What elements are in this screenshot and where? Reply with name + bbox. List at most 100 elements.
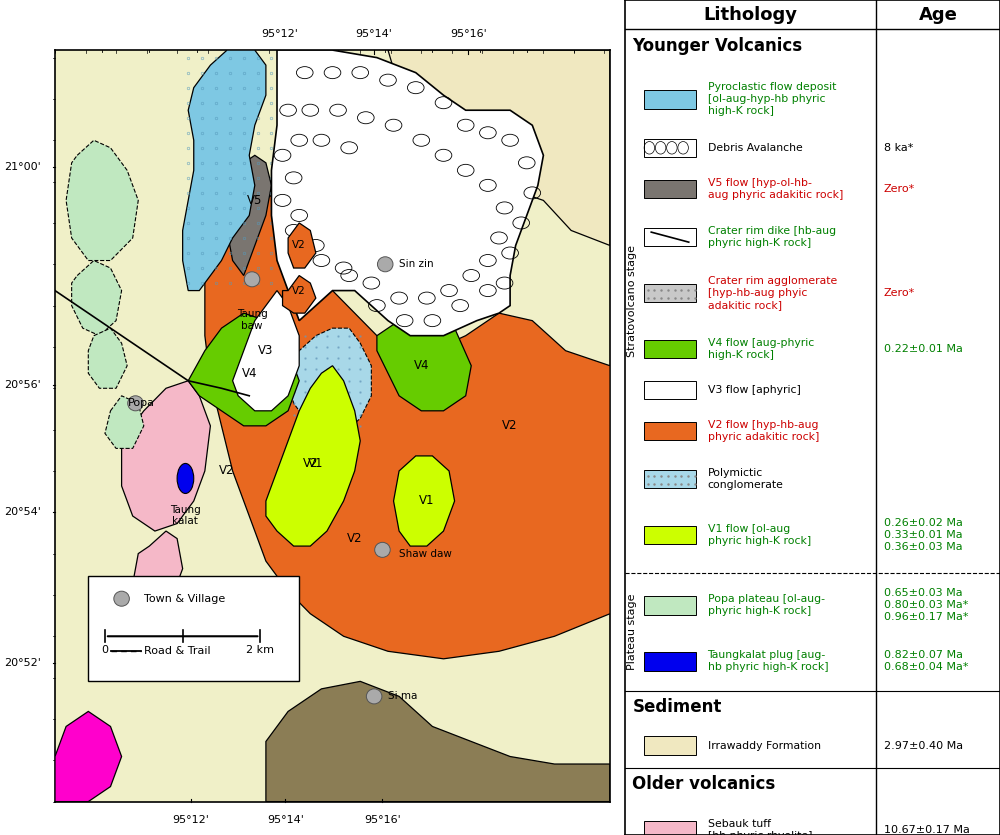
Text: 20°54': 20°54'	[4, 508, 41, 517]
Bar	[644, 180, 696, 198]
Text: Se bauk: Se bauk	[88, 605, 130, 615]
Text: Taung
kalat: Taung kalat	[170, 504, 201, 526]
Ellipse shape	[128, 396, 143, 411]
Polygon shape	[122, 381, 210, 531]
Ellipse shape	[366, 689, 382, 704]
Text: Age: Age	[919, 6, 958, 24]
Text: Debris Avalanche: Debris Avalanche	[708, 143, 802, 153]
Text: 95°12': 95°12'	[173, 815, 209, 825]
Text: 95°16': 95°16'	[450, 29, 487, 38]
Text: Si ma: Si ma	[388, 691, 417, 701]
Polygon shape	[233, 291, 299, 411]
Text: Stratovolcano stage: Stratovolcano stage	[627, 245, 637, 357]
Text: V4 flow [aug-phyric
high-K rock]: V4 flow [aug-phyric high-K rock]	[708, 338, 814, 360]
Bar	[644, 526, 696, 544]
Text: Town & Village: Town & Village	[144, 594, 225, 604]
Bar	[644, 470, 696, 488]
Polygon shape	[288, 223, 316, 268]
Bar	[644, 284, 696, 302]
Text: Sebauk tuff
[hb phyric rhyolite]: Sebauk tuff [hb phyric rhyolite]	[708, 819, 812, 835]
Text: V2 flow [hyp-hb-aug
phyric adakitic rock]: V2 flow [hyp-hb-aug phyric adakitic rock…	[708, 420, 819, 442]
Text: V5 flow [hyp-ol-hb-
aug phyric adakitic rock]: V5 flow [hyp-ol-hb- aug phyric adakitic …	[708, 178, 843, 200]
Text: V2: V2	[219, 464, 235, 478]
Text: V2: V2	[347, 532, 362, 545]
Text: 20°56': 20°56'	[4, 380, 41, 389]
Text: 2.97±0.40 Ma: 2.97±0.40 Ma	[884, 741, 963, 751]
Text: Crater rim agglomerate
[hyp-hb-aug phyic
adakitic rock]: Crater rim agglomerate [hyp-hb-aug phyic…	[708, 276, 837, 310]
Bar	[644, 340, 696, 358]
Polygon shape	[288, 328, 371, 433]
Text: 20°52': 20°52'	[4, 658, 41, 667]
Text: Older volcanics: Older volcanics	[633, 775, 776, 793]
Ellipse shape	[244, 272, 260, 287]
Text: Taung
baw: Taung baw	[237, 309, 267, 331]
Bar	[644, 90, 696, 109]
Text: 95°16': 95°16'	[364, 815, 401, 825]
Ellipse shape	[177, 463, 194, 493]
Text: Popa plateau [ol-aug-
phyric high-K rock]: Popa plateau [ol-aug- phyric high-K rock…	[708, 595, 824, 616]
Text: 0.65±0.03 Ma
0.80±0.03 Ma*
0.96±0.17 Ma*: 0.65±0.03 Ma 0.80±0.03 Ma* 0.96±0.17 Ma*	[884, 589, 968, 622]
Ellipse shape	[375, 543, 390, 558]
Polygon shape	[72, 261, 122, 336]
Text: Crater rim dike [hb-aug
phyric high-K rock]: Crater rim dike [hb-aug phyric high-K ro…	[708, 226, 836, 248]
Polygon shape	[188, 313, 299, 426]
Text: Polymictic
conglomerate: Polymictic conglomerate	[708, 468, 783, 490]
Polygon shape	[266, 366, 360, 546]
Bar	[644, 736, 696, 755]
Text: 0: 0	[101, 645, 108, 655]
Bar	[644, 652, 696, 671]
Ellipse shape	[89, 595, 104, 610]
Bar	[644, 139, 696, 157]
Text: V4: V4	[414, 359, 429, 372]
Text: V3: V3	[258, 344, 274, 357]
Polygon shape	[227, 155, 271, 276]
Text: Road & Trail: Road & Trail	[144, 646, 210, 656]
Text: Shaw daw: Shaw daw	[399, 549, 452, 559]
Text: 8 ka*: 8 ka*	[884, 143, 913, 153]
Polygon shape	[266, 681, 610, 802]
Text: 0.22±0.01 Ma: 0.22±0.01 Ma	[884, 344, 963, 354]
Text: 95°14': 95°14'	[267, 815, 304, 825]
Text: Pyroclastic flow deposit
[ol-aug-hyp-hb phyric
high-K rock]: Pyroclastic flow deposit [ol-aug-hyp-hb …	[708, 83, 836, 116]
Polygon shape	[283, 276, 316, 313]
Text: Popa: Popa	[128, 398, 155, 408]
Text: 95°14': 95°14'	[356, 29, 393, 38]
Bar	[644, 821, 696, 835]
Bar	[644, 381, 696, 399]
Text: 21°00': 21°00'	[4, 162, 41, 171]
Text: 2 km: 2 km	[246, 645, 274, 655]
Text: 0.82±0.07 Ma
0.68±0.04 Ma*: 0.82±0.07 Ma 0.68±0.04 Ma*	[884, 650, 968, 672]
Text: Plateau stage: Plateau stage	[627, 594, 637, 671]
Text: V2: V2	[292, 286, 306, 296]
Text: Zero*: Zero*	[884, 184, 915, 194]
Text: V1: V1	[419, 494, 435, 508]
Bar	[88, 576, 299, 681]
Bar	[644, 228, 696, 246]
Text: Sin zin: Sin zin	[399, 260, 434, 269]
Text: 95°12': 95°12'	[261, 29, 298, 38]
Text: Sediment: Sediment	[633, 698, 722, 716]
Polygon shape	[55, 711, 122, 802]
Text: V3 flow [aphyric]: V3 flow [aphyric]	[708, 385, 800, 395]
Text: Zero*: Zero*	[884, 288, 915, 298]
Polygon shape	[388, 50, 610, 245]
Text: Taungkalat plug [aug-
hb phyric high-K rock]: Taungkalat plug [aug- hb phyric high-K r…	[708, 650, 828, 672]
Text: V2: V2	[502, 419, 518, 433]
Ellipse shape	[377, 256, 393, 271]
Text: V1: V1	[308, 457, 324, 470]
Text: V4: V4	[242, 367, 257, 380]
Text: V1 flow [ol-aug
phyric high-K rock]: V1 flow [ol-aug phyric high-K rock]	[708, 524, 811, 546]
Ellipse shape	[114, 591, 129, 606]
Polygon shape	[205, 185, 610, 659]
Text: Irrawaddy Formation: Irrawaddy Formation	[708, 741, 820, 751]
Text: V5: V5	[247, 194, 262, 207]
Polygon shape	[377, 313, 471, 411]
Polygon shape	[66, 140, 138, 261]
Polygon shape	[183, 50, 266, 291]
Text: V2: V2	[292, 240, 306, 250]
Polygon shape	[133, 531, 183, 614]
Polygon shape	[105, 396, 144, 448]
Polygon shape	[394, 456, 455, 546]
Text: Lithology: Lithology	[704, 6, 798, 24]
Bar	[644, 596, 696, 615]
